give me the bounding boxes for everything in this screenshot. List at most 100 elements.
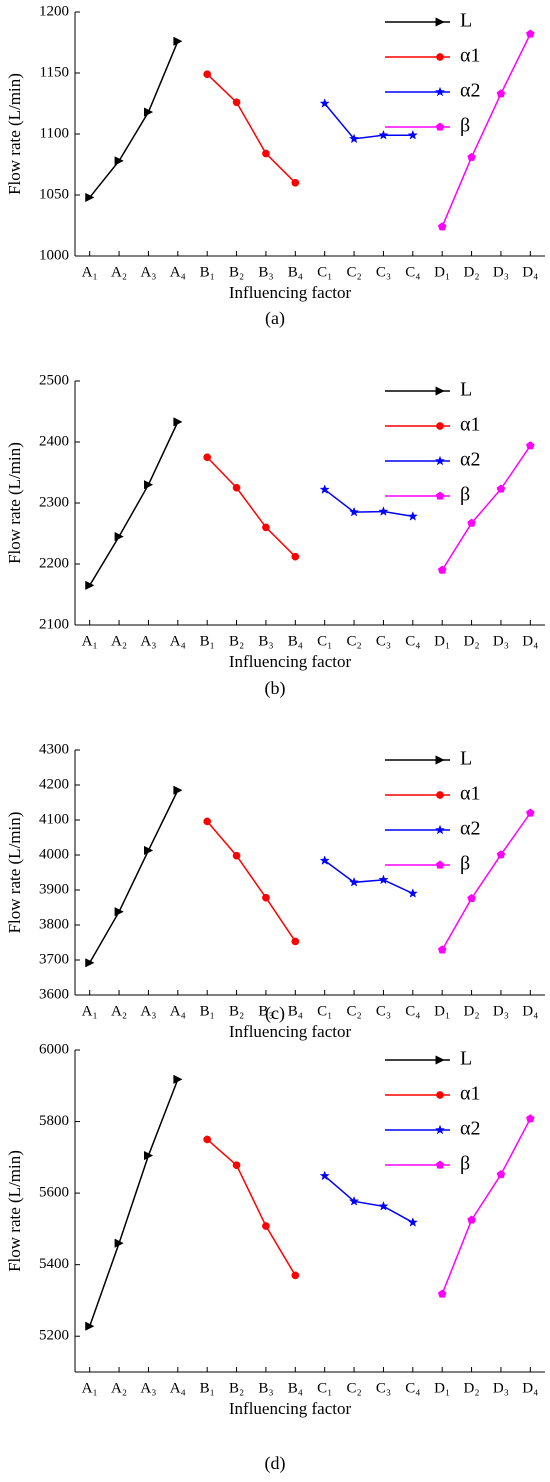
series-line xyxy=(206,1138,296,1276)
marker xyxy=(436,422,444,430)
y-tick-label: 1000 xyxy=(39,247,69,263)
y-tick-label: 2100 xyxy=(39,616,69,632)
y-tick-label: 5800 xyxy=(39,1113,69,1129)
marker xyxy=(467,893,476,903)
x-tick-label: A₃ xyxy=(140,264,156,280)
x-tick-label: A₃ xyxy=(140,1003,156,1019)
x-tick-label: A₁ xyxy=(82,1003,98,1019)
series-line xyxy=(441,1118,531,1295)
marker xyxy=(378,506,389,516)
legend-label: β xyxy=(460,853,470,875)
marker xyxy=(291,937,300,946)
marker xyxy=(467,152,476,161)
legend-label: α2 xyxy=(460,1118,480,1140)
x-tick-label: A₄ xyxy=(170,1380,186,1396)
marker xyxy=(526,441,535,450)
y-axis-title: Flow rate (L/min) xyxy=(5,1150,24,1272)
x-tick-label: A₄ xyxy=(170,264,186,280)
legend-label: α1 xyxy=(460,414,480,436)
marker xyxy=(407,511,418,521)
x-tick-label: C₃ xyxy=(376,633,391,649)
marker xyxy=(434,1124,446,1135)
x-tick-label: B₂ xyxy=(229,1003,244,1019)
x-tick-label: B₁ xyxy=(200,633,215,649)
marker xyxy=(435,1160,445,1169)
legend-label: α2 xyxy=(460,80,480,102)
marker xyxy=(114,531,124,542)
marker xyxy=(291,178,300,187)
marker xyxy=(435,17,445,27)
series-line xyxy=(324,1175,414,1224)
marker xyxy=(434,86,446,97)
marker xyxy=(203,817,212,826)
x-tick-label: D₁ xyxy=(434,264,450,280)
marker xyxy=(467,1215,476,1224)
y-tick-label: 2200 xyxy=(39,555,69,571)
marker xyxy=(143,845,154,856)
x-tick-label: D₄ xyxy=(522,264,538,280)
marker xyxy=(435,860,445,869)
legend-label: α1 xyxy=(460,45,480,67)
x-tick-label: D₂ xyxy=(464,1003,480,1019)
series-line xyxy=(441,812,531,951)
x-tick-label: A₁ xyxy=(82,633,98,649)
y-tick-label: 3900 xyxy=(39,881,69,897)
legend-label: L xyxy=(460,1048,472,1070)
x-tick-label: C₂ xyxy=(346,1003,361,1019)
caption: (a) xyxy=(265,308,285,329)
x-tick-label: D₄ xyxy=(522,1380,538,1396)
marker xyxy=(319,1170,330,1181)
x-tick-label: B₁ xyxy=(200,264,215,280)
x-tick-label: B₄ xyxy=(288,1003,303,1019)
x-tick-label: D₄ xyxy=(522,633,538,649)
x-axis-title: Influencing factor xyxy=(229,1022,352,1041)
legend-label: L xyxy=(460,379,472,401)
x-tick-label: D₃ xyxy=(493,1380,509,1396)
marker xyxy=(407,1217,418,1227)
x-tick-label: A₂ xyxy=(111,1003,127,1019)
y-tick-label: 2500 xyxy=(39,372,69,388)
marker xyxy=(496,850,506,859)
y-tick-label: 5400 xyxy=(39,1256,69,1272)
marker xyxy=(319,98,330,108)
marker xyxy=(435,755,445,765)
series-line xyxy=(88,1079,179,1327)
marker xyxy=(203,1135,212,1144)
x-tick-label: C₄ xyxy=(405,1380,420,1396)
legend-label: β xyxy=(460,115,470,137)
marker xyxy=(496,1169,506,1179)
y-axis-title: Flow rate (L/min) xyxy=(5,73,24,195)
marker xyxy=(348,133,360,144)
x-tick-label: D₂ xyxy=(464,264,480,280)
x-tick-label: B₁ xyxy=(200,1003,215,1019)
marker xyxy=(437,222,447,231)
marker xyxy=(203,453,212,462)
x-tick-label: D₃ xyxy=(493,1003,509,1019)
marker xyxy=(85,958,95,968)
marker xyxy=(467,518,476,527)
x-tick-label: D₁ xyxy=(434,633,450,649)
y-tick-label: 3600 xyxy=(39,986,69,1002)
y-axis-title: Flow rate (L/min) xyxy=(5,442,24,564)
x-tick-label: B₂ xyxy=(229,633,244,649)
marker xyxy=(262,1222,270,1230)
y-tick-label: 5600 xyxy=(39,1185,69,1201)
x-tick-label: A₁ xyxy=(82,1380,98,1396)
x-tick-label: A₃ xyxy=(140,1380,156,1396)
marker xyxy=(173,785,183,795)
x-tick-label: B₄ xyxy=(288,633,303,649)
x-tick-label: B₃ xyxy=(258,1003,273,1019)
marker xyxy=(143,1150,154,1161)
marker xyxy=(114,907,124,917)
marker xyxy=(435,386,445,396)
legend-label: α1 xyxy=(460,783,480,805)
marker xyxy=(291,552,300,561)
marker xyxy=(143,480,154,490)
marker xyxy=(436,53,444,61)
marker xyxy=(496,484,506,493)
marker xyxy=(526,1114,535,1123)
marker xyxy=(348,876,360,887)
marker xyxy=(436,791,444,799)
series-line xyxy=(89,789,179,964)
